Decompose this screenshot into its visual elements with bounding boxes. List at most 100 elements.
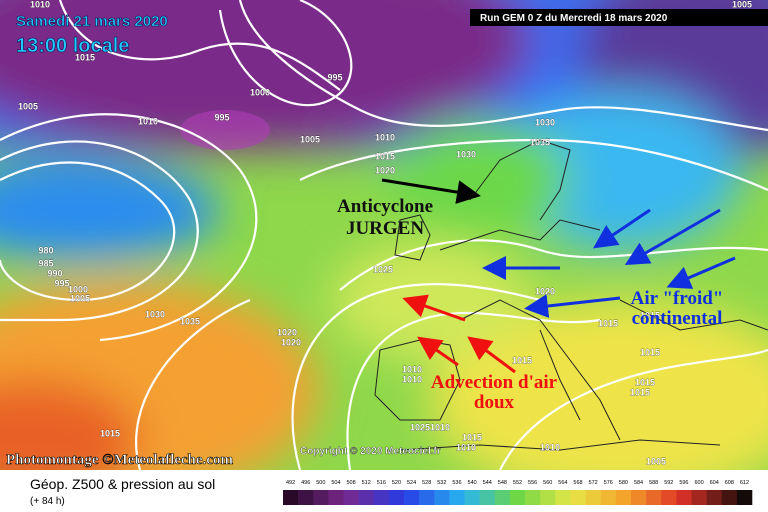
isobar-label: 990	[47, 268, 62, 278]
isobar-label: 1010	[30, 0, 50, 9]
scale-swatch	[449, 490, 465, 505]
legend-subtitle: (+ 84 h)	[30, 496, 65, 507]
scale-label: 600	[694, 480, 703, 486]
scale-swatch	[358, 490, 375, 505]
isobar-label: 1005	[646, 456, 666, 466]
scale-swatch	[646, 490, 662, 505]
scale-label: 608	[725, 480, 734, 486]
scale-swatch	[630, 490, 647, 505]
scale-label: 576	[604, 480, 613, 486]
scale-swatch	[328, 490, 344, 505]
isobar-label: 1005	[732, 0, 752, 9]
isobar-label: 1035	[180, 316, 200, 326]
isobar-label: 1015	[635, 377, 655, 387]
isobar-label: 1025	[373, 264, 393, 274]
scale-label: 540	[468, 480, 477, 486]
cold-air-label: Air "froid"	[631, 288, 724, 309]
isobar-label: 1010	[138, 116, 158, 126]
isobar-label: 1015	[100, 428, 120, 438]
scale-swatch	[404, 490, 420, 505]
scale-swatch	[540, 490, 556, 505]
isobar-label: 1015	[462, 432, 482, 442]
anticyclone-label: Anticyclone	[337, 196, 433, 217]
isobar-label: 1015	[75, 52, 95, 62]
scale-label: 592	[664, 480, 673, 486]
scale-swatch	[388, 490, 405, 505]
scale-swatch	[464, 490, 480, 505]
isobar-label: 985	[38, 258, 53, 268]
isobar-label: 1015	[512, 355, 532, 365]
scale-swatch	[661, 490, 677, 505]
scale-swatch	[494, 490, 511, 505]
isobar-label: 1020	[277, 327, 297, 337]
isobar-label: 1010	[375, 132, 395, 142]
scale-label: 604	[710, 480, 719, 486]
scale-swatch	[298, 490, 314, 505]
run-info: Run GEM 0 Z du Mercredi 18 mars 2020	[480, 13, 668, 24]
scale-swatch	[615, 490, 632, 505]
isobar-label: 1015	[598, 318, 618, 328]
scale-swatch	[676, 490, 692, 505]
scale-label: 528	[422, 480, 431, 486]
scale-label: 504	[331, 480, 340, 486]
scale-swatch	[600, 490, 617, 505]
isobar-label: 1010	[540, 442, 560, 452]
scale-label: 520	[392, 480, 401, 486]
isobar-label: 1015	[640, 347, 660, 357]
isobar-label: 1000	[250, 87, 270, 97]
isobar-label: 1005	[300, 134, 320, 144]
scale-swatch	[691, 490, 707, 505]
scale-label: 544	[483, 480, 492, 486]
scale-label: 524	[407, 480, 416, 486]
isobar-label: 1035	[530, 137, 550, 147]
isobar-label: 1005	[18, 101, 38, 111]
isobar-label: 1010	[402, 364, 422, 374]
scale-swatch	[434, 490, 450, 505]
isobar-label: 1015	[630, 387, 650, 397]
scale-swatch	[283, 490, 299, 505]
color-scale: 492 496 500 504 508 512 516 520 524 528 532 536 540 5…	[283, 480, 753, 505]
isobar-label: 1020	[281, 337, 301, 347]
isobar-label: 995	[327, 72, 342, 82]
run-box	[470, 9, 768, 26]
scale-swatch	[570, 490, 586, 505]
time: 13:00 locale	[16, 35, 129, 57]
scale-label: 492	[286, 480, 295, 486]
scale-label: 532	[437, 480, 446, 486]
scale-label: 548	[498, 480, 507, 486]
isobar-label: 1020	[375, 165, 395, 175]
scale-swatch	[721, 490, 738, 505]
scale-swatch	[479, 490, 496, 505]
scale-swatch	[706, 490, 723, 505]
scale-label: 500	[316, 480, 325, 486]
scale-swatch	[373, 490, 390, 505]
scale-label: 556	[528, 480, 537, 486]
scale-label: 552	[513, 480, 522, 486]
isobar-label: 1010	[402, 374, 422, 384]
copyright: Copyright © 2020 Meteociel.fr	[300, 446, 441, 457]
legend-title: Géop. Z500 & pression au sol	[30, 476, 215, 492]
scale-label: 516	[377, 480, 386, 486]
scale-swatch	[736, 490, 753, 505]
isobar-label: 980	[38, 245, 53, 255]
scale-label: 564	[558, 480, 567, 486]
isobar-label: 995	[54, 278, 69, 288]
isobar-label: 1005	[70, 293, 90, 303]
anticyclone-name: JURGEN	[346, 218, 424, 239]
arrows	[381, 178, 736, 374]
scale-swatch	[509, 490, 526, 505]
isobars	[0, 0, 768, 471]
scale-label: 512	[362, 480, 371, 486]
isobar-label: 1015	[375, 151, 395, 161]
date: Samedi 21 mars 2020	[16, 13, 168, 30]
scale-label: 596	[679, 480, 688, 486]
photomontage-credit: Photomontage ©Meteolafleche.com	[6, 452, 233, 468]
isobar-label: 995	[214, 112, 229, 122]
isobar-label: 1030	[535, 117, 555, 127]
isobar-label: 1010	[430, 422, 450, 432]
cold-air-label: continental	[632, 308, 723, 329]
scale-label: 568	[573, 480, 582, 486]
scale-label: 612	[740, 480, 749, 486]
